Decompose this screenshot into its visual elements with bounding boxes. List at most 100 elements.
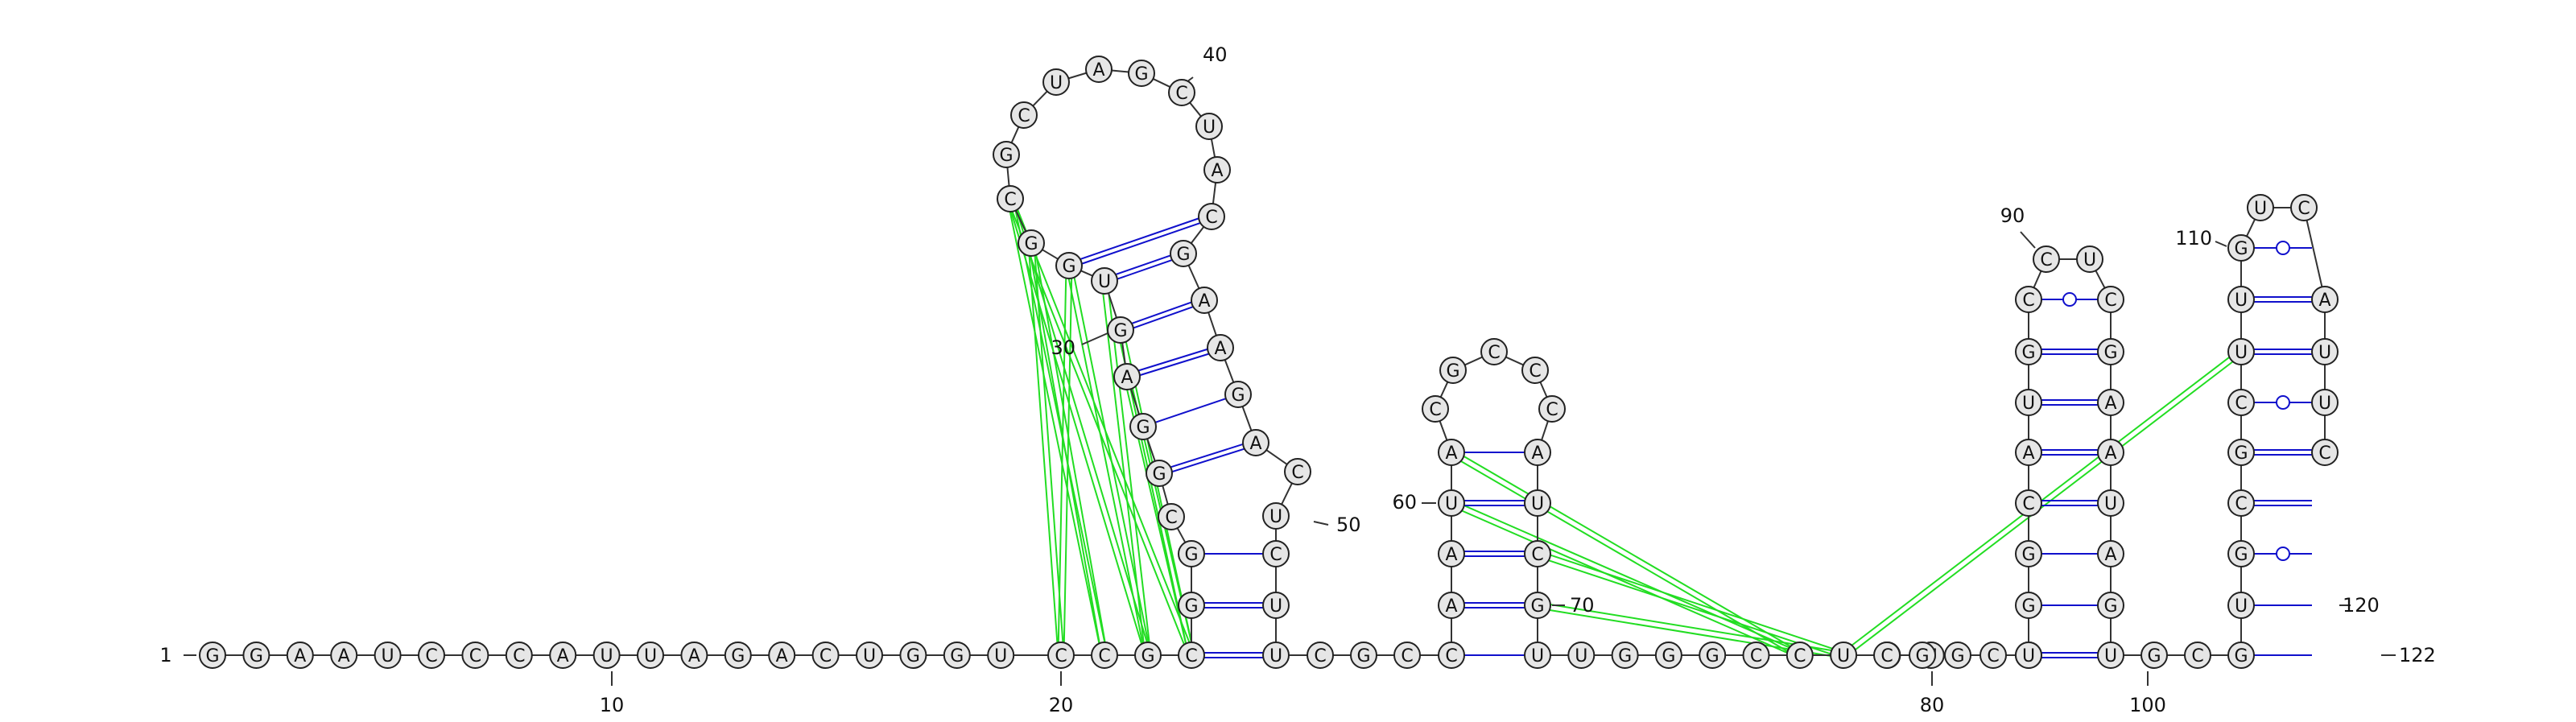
nucleotide-circle (1439, 357, 1467, 384)
nucleotide-circle (1091, 642, 1118, 669)
nucleotide: U (2227, 286, 2255, 313)
pseudoknot-line (1034, 255, 1064, 642)
nucleotide: C (1524, 540, 1551, 567)
nucleotide-letter: U (1445, 494, 1458, 514)
nucleotide-letter: A (1445, 545, 1457, 565)
nucleotide: C (1158, 503, 1185, 530)
nucleotide-letter: U (1269, 507, 1282, 527)
nucleotide-circle (1438, 540, 1465, 567)
nucleotide-circle (1224, 381, 1252, 408)
nucleotide-circle (1047, 642, 1075, 669)
nucleotide-letter: C (1098, 646, 1110, 666)
nucleotide-circle (680, 642, 708, 669)
nucleotide-circle (1284, 458, 1311, 485)
nucleotide: G (1944, 642, 1971, 669)
nucleotide-circle (1134, 642, 1162, 669)
nucleotide-circle (1480, 338, 1508, 365)
nucleotide: C (2033, 245, 2060, 273)
nucleotide-circle (1785, 642, 1814, 669)
nucleotide-circle (2247, 194, 2274, 221)
backbone-link (1241, 406, 1253, 431)
nucleotide-circle (2311, 389, 2339, 416)
position-label: 50 (1336, 514, 1361, 536)
nucleotide-circle (2097, 439, 2124, 466)
nucleotide-letter: G (1951, 646, 1964, 666)
nucleotide: G (2015, 592, 2042, 619)
nucleotide: A (2097, 389, 2124, 416)
nucleotide-letter: U (2235, 343, 2248, 363)
nucleotide: U (637, 642, 664, 669)
nucleotide-circle (1178, 592, 1205, 619)
nucleotide-letter: G (1024, 234, 1038, 254)
nucleotide: G (2227, 234, 2255, 262)
pseudoknot-line (1461, 510, 1788, 654)
nucleotide: U (374, 642, 402, 669)
nucleotide-circle (1113, 363, 1141, 390)
nucleotide-circle (1699, 642, 1727, 669)
nucleotide: C (1480, 338, 1508, 365)
nucleotide-letter: A (2104, 444, 2116, 464)
pseudoknot-line (1108, 293, 1150, 642)
nucleotide-letter: G (1184, 545, 1198, 565)
nucleotide-circle (1538, 395, 1566, 423)
nucleotide-circle (1042, 68, 1070, 96)
nucleotide: A (2097, 540, 2124, 567)
nucleotide-circle (1091, 267, 1118, 295)
nucleotide-letter: C (469, 646, 481, 666)
nucleotide-circle (2015, 286, 2042, 313)
nucleotide-circle (1168, 79, 1195, 106)
nucleotide-circle (2227, 439, 2255, 466)
nucleotide-letter: A (2104, 394, 2116, 414)
nucleotide: G (1129, 413, 1157, 440)
nucleotide-letter: U (2235, 291, 2248, 311)
nucleotide-letter: G (1356, 646, 1370, 666)
nucleotide-circle (2227, 540, 2255, 567)
nucleotide-circle (1178, 540, 1205, 567)
nucleotide-circle (1524, 540, 1551, 567)
backbone-link (1080, 270, 1093, 277)
nucleotide-letter: U (2318, 394, 2331, 414)
nucleotide: C (2184, 642, 2211, 669)
nucleotide-letter: A (2104, 545, 2116, 565)
nucleotide-circle (2015, 439, 2042, 466)
nucleotide-letter: C (1175, 84, 1187, 104)
nucleotide-letter: C (819, 646, 832, 666)
nucleotide-circle (2311, 439, 2339, 466)
nucleotide-circle (1242, 429, 1269, 456)
nucleotide: U (1524, 642, 1551, 669)
nucleotide-letter: C (1488, 343, 1500, 363)
nucleotide-circle (1158, 503, 1185, 530)
position-label: 1 (159, 644, 171, 666)
nucleotide-letter: A (1121, 368, 1133, 388)
backbone-link (2306, 220, 2323, 287)
backbone-link (1539, 382, 1548, 398)
nucleotide-circle (2227, 234, 2255, 262)
nucleotide-circle (993, 141, 1020, 168)
backbone (225, 69, 2326, 656)
nucleotide: U (592, 642, 621, 669)
nucleotide: U (2247, 194, 2274, 221)
pseudoknot-line (1550, 604, 1832, 651)
nucleotide: G (2227, 439, 2255, 466)
nucleotide: C (1168, 79, 1195, 106)
nucleotide-letter: C (1445, 646, 1457, 666)
nucleotide-letter: U (1203, 118, 1216, 138)
nucleotide-letter: G (1530, 596, 1544, 617)
nucleotide-circle (1198, 203, 1225, 230)
nucleotide: C (2227, 389, 2255, 416)
nucleotide-letter: C (1429, 400, 1441, 420)
nucleotide-letter: U (601, 646, 613, 666)
nucleotide-circle (637, 642, 664, 669)
nucleotide: A (1242, 429, 1269, 456)
nucleotide-circle (2227, 592, 2255, 619)
nucleotide-letter: G (2147, 646, 2161, 666)
nucleotide-circle (1422, 395, 1449, 423)
nucleotide: G (1224, 381, 1252, 408)
nucleotide-letter: U (1098, 272, 1111, 292)
nucleotide: C (1521, 357, 1549, 384)
nucleotide: U (2076, 245, 2103, 273)
base-pair-line (1115, 254, 1171, 275)
nucleotide: G (943, 642, 971, 669)
nucleotide-circle (330, 642, 358, 669)
